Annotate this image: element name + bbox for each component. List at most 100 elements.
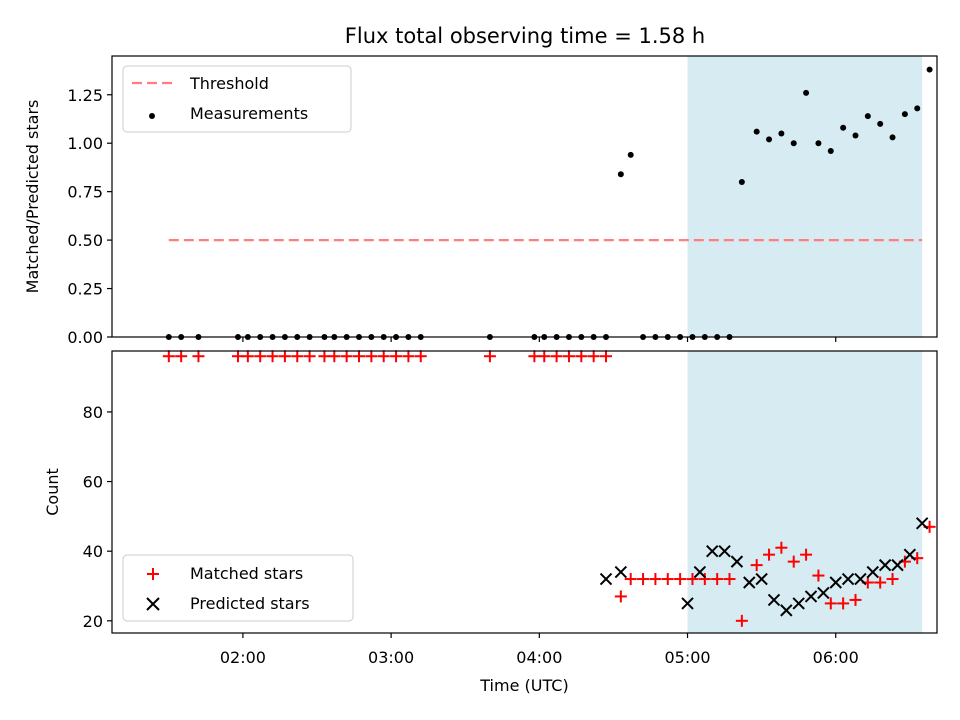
matched-star-point <box>763 548 776 561</box>
matched-star-point <box>674 573 687 586</box>
predicted-star-point <box>681 597 694 610</box>
matched-star-point <box>886 573 899 586</box>
predicted-star-point <box>614 565 628 579</box>
measurements-panel: 0.00 0.25 0.50 0.75 1.00 1.25 Matched/Predict… <box>23 55 938 347</box>
measurement-point <box>617 171 624 178</box>
matched-star-point <box>614 590 627 603</box>
top-legend: Threshold Measurements <box>122 65 352 133</box>
measurement-point <box>827 147 834 154</box>
bottom-y-tick-label: 80 <box>83 403 103 422</box>
matched-star-point <box>291 350 304 363</box>
matched-star-point <box>538 350 551 363</box>
matched-star-point <box>162 350 175 363</box>
matched-star-point <box>328 350 341 363</box>
matched-star-point <box>649 573 662 586</box>
predicted-star-point <box>743 576 756 589</box>
bottom-x-ticks: 02:00 03:00 04:00 05:00 06:00 <box>220 633 859 667</box>
measurement-point <box>627 151 634 158</box>
matched-star-point <box>483 350 496 363</box>
matched-star-point <box>241 350 254 363</box>
predicted-star-point <box>599 572 613 586</box>
top-y-tick-label: 0.25 <box>67 280 103 299</box>
bottom-y-tick-label: 60 <box>83 473 103 492</box>
measurement-point <box>889 134 896 141</box>
matched-star-point <box>175 350 188 363</box>
matched-star-point <box>812 569 825 582</box>
matched-star-point <box>874 576 887 589</box>
chart-title: Flux total observing time = 1.58 h <box>345 24 705 48</box>
measurement-point <box>877 120 884 127</box>
matched-star-point <box>587 350 600 363</box>
predicted-star-point <box>903 548 917 561</box>
legend-measurements-label: Measurements <box>190 104 308 123</box>
matched-star-point <box>849 593 862 606</box>
bottom-y-tick-label: 40 <box>83 542 103 561</box>
matched-star-point <box>824 597 837 610</box>
matched-star-point <box>800 548 813 561</box>
predicted-star-point <box>854 572 867 586</box>
predicted-star-point <box>718 544 731 558</box>
matched-star-point <box>775 541 788 554</box>
top-y-tick-label: 1.25 <box>67 86 103 105</box>
matched-stars-points <box>162 350 936 627</box>
legend-threshold-label: Threshold <box>189 74 269 93</box>
matched-star-point <box>402 350 415 363</box>
bottom-y-tick-label: 20 <box>83 612 103 631</box>
predicted-star-point <box>706 544 719 558</box>
top-x-ticks <box>242 337 837 342</box>
predicted-star-point <box>866 565 879 579</box>
matched-star-point <box>600 350 613 363</box>
matched-star-point <box>787 555 800 568</box>
x-tick-label: 05:00 <box>664 648 710 667</box>
matched-star-point <box>340 350 353 363</box>
predicted-star-point <box>817 586 830 600</box>
count-panel: 20 40 60 80 02:00 03:00 04:00 05:00 06:00 Count… <box>43 350 938 695</box>
top-legend-box <box>122 65 352 133</box>
measurement-point <box>803 89 810 96</box>
predicted-star-point <box>780 604 793 617</box>
measurement-point <box>852 132 859 139</box>
predicted-stars-points <box>599 517 929 617</box>
matched-star-point <box>254 350 267 363</box>
measurement-point <box>790 140 797 147</box>
legend-predicted-label: Predicted stars <box>190 594 310 613</box>
bottom-legend-box <box>122 554 354 622</box>
matched-star-point <box>278 350 291 363</box>
legend-measurements-swatch <box>149 113 155 119</box>
matched-star-point <box>686 573 699 586</box>
matched-star-point <box>711 573 724 586</box>
top-axes-frame <box>111 55 938 338</box>
measurement-point <box>914 105 921 112</box>
matched-star-point <box>377 350 390 363</box>
matched-star-point <box>390 350 403 363</box>
matched-star-point <box>562 350 575 363</box>
measurement-point <box>815 140 822 147</box>
legend-matched-swatch <box>147 568 159 580</box>
predicted-star-point <box>829 576 842 589</box>
matched-star-point <box>550 350 563 363</box>
legend-matched-label: Matched stars <box>190 564 303 583</box>
predicted-star-point <box>792 597 805 610</box>
bottom-y-axis-label: Count <box>43 468 62 516</box>
predicted-star-point <box>755 572 768 586</box>
predicted-star-point <box>891 558 904 572</box>
matched-star-point <box>624 573 637 586</box>
top-y-ticks: 0.00 0.25 0.50 0.75 1.00 1.25 <box>67 86 112 347</box>
matched-star-point <box>303 350 316 363</box>
matched-star-point <box>723 573 736 586</box>
matched-star-point <box>414 350 427 363</box>
legend-predicted-swatch <box>146 597 160 611</box>
matched-star-point <box>365 350 378 363</box>
top-y-tick-label: 0.50 <box>67 231 103 250</box>
predicted-star-point <box>767 593 781 607</box>
x-tick-label: 04:00 <box>516 648 562 667</box>
matched-star-point <box>575 350 588 363</box>
matched-star-point <box>192 350 205 363</box>
bottom-axes-frame <box>111 350 938 634</box>
matched-star-point <box>750 559 763 572</box>
measurement-point <box>840 124 847 131</box>
predicted-star-point <box>915 517 929 530</box>
matched-star-point <box>661 573 674 586</box>
matched-star-point <box>735 614 748 627</box>
matched-star-point <box>353 350 366 363</box>
